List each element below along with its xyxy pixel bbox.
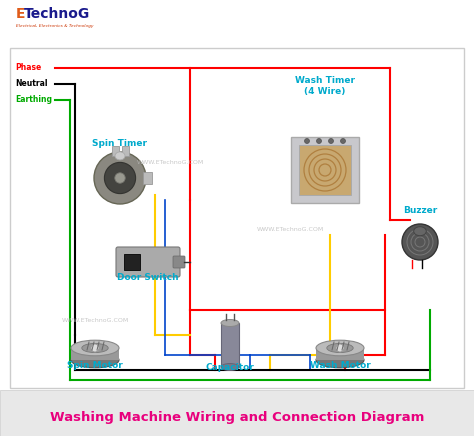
Polygon shape: [316, 348, 364, 360]
Ellipse shape: [82, 344, 108, 353]
Text: Wash Timer
(4 Wire): Wash Timer (4 Wire): [295, 76, 355, 96]
FancyBboxPatch shape: [299, 145, 351, 195]
FancyBboxPatch shape: [0, 390, 474, 436]
FancyBboxPatch shape: [116, 247, 180, 277]
Circle shape: [91, 344, 99, 352]
Circle shape: [104, 162, 136, 194]
Polygon shape: [71, 348, 119, 360]
Text: Spin Motor: Spin Motor: [67, 361, 123, 370]
FancyBboxPatch shape: [112, 146, 119, 156]
Circle shape: [402, 224, 438, 260]
Text: Wash Motor: Wash Motor: [310, 361, 370, 370]
Text: TechnoG: TechnoG: [24, 7, 90, 21]
Text: WWW.ETechnoG.COM: WWW.ETechnoG.COM: [256, 228, 324, 232]
Circle shape: [317, 139, 321, 143]
Circle shape: [340, 139, 346, 143]
Text: Capacitor: Capacitor: [206, 363, 255, 372]
Text: Neutral: Neutral: [15, 79, 47, 89]
Ellipse shape: [221, 320, 239, 327]
FancyBboxPatch shape: [122, 146, 129, 156]
Circle shape: [328, 139, 334, 143]
Circle shape: [304, 139, 310, 143]
Circle shape: [336, 344, 344, 352]
Ellipse shape: [115, 152, 125, 160]
Ellipse shape: [414, 227, 426, 236]
Text: Spin Timer: Spin Timer: [92, 139, 147, 148]
FancyBboxPatch shape: [173, 256, 185, 268]
Ellipse shape: [71, 352, 119, 368]
Circle shape: [94, 152, 146, 204]
Ellipse shape: [327, 344, 353, 353]
Text: Door Switch: Door Switch: [117, 273, 179, 282]
Ellipse shape: [316, 340, 364, 356]
Circle shape: [115, 173, 125, 183]
Text: Phase: Phase: [15, 64, 41, 72]
FancyBboxPatch shape: [124, 254, 140, 270]
Text: Earthing: Earthing: [15, 95, 52, 105]
Text: E: E: [16, 7, 26, 21]
FancyBboxPatch shape: [221, 323, 239, 367]
Ellipse shape: [221, 364, 239, 371]
Text: Buzzer: Buzzer: [403, 206, 437, 215]
FancyBboxPatch shape: [10, 48, 464, 388]
Ellipse shape: [71, 340, 119, 356]
FancyBboxPatch shape: [291, 137, 359, 203]
FancyBboxPatch shape: [143, 172, 152, 184]
Ellipse shape: [316, 352, 364, 368]
Text: WWW.ETechnoG.COM: WWW.ETechnoG.COM: [137, 160, 204, 164]
Text: Electrical, Electronics & Technology: Electrical, Electronics & Technology: [16, 24, 93, 28]
Text: WWW.ETechnoG.COM: WWW.ETechnoG.COM: [61, 317, 128, 323]
Text: Washing Machine Wiring and Connection Diagram: Washing Machine Wiring and Connection Di…: [50, 412, 424, 425]
